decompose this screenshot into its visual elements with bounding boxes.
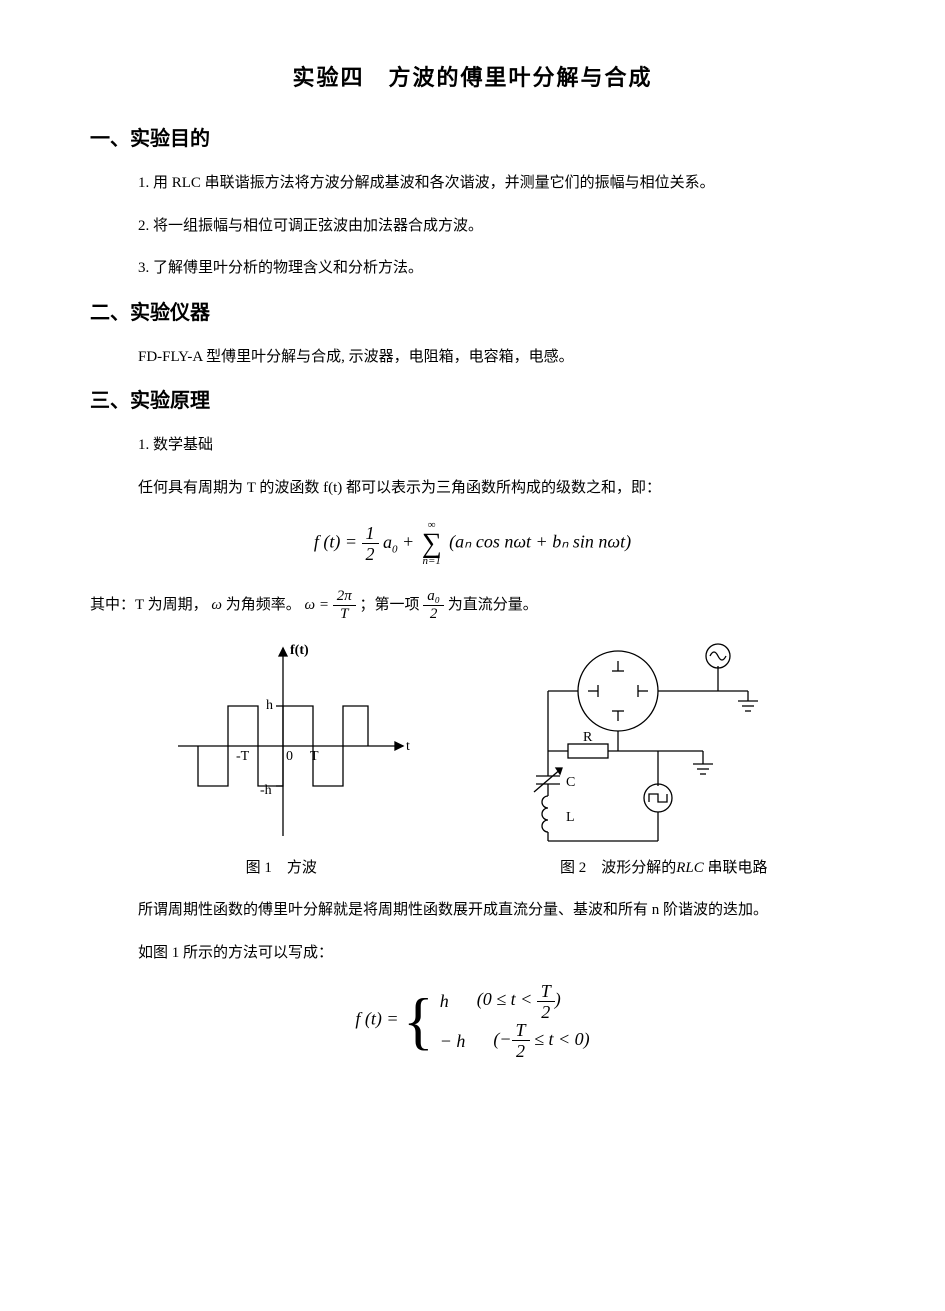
omega-eq-lhs: ω = (305, 597, 333, 613)
where-pre1: 其中：T 为周期， (90, 597, 208, 613)
label-R: R (583, 730, 593, 745)
a0-sub: 0 (392, 544, 398, 556)
fig1-caption: 图 1 方波 (90, 856, 473, 880)
as-shown-text: 如图 1 所示的方法可以写成： (90, 939, 855, 968)
case1-condition: (0 ≤ t < T2) (477, 981, 561, 1020)
brace-wrap: { h (0 ≤ t < T2) − h (−T2 ≤ t < 0) (403, 981, 590, 1060)
where-pre2: 为角频率。 (226, 597, 301, 613)
case1-frac: T2 (537, 982, 555, 1021)
fourier-series-formula: f (t) = 1 2 a0 + ∞ ∑ n=1 (aₙ cos nωt + b… (90, 520, 855, 567)
label-zero: 0 (286, 749, 293, 764)
a0-sym: a (383, 532, 392, 552)
objective-1: 1. 用 RLC 串联谐振方法将方波分解成基波和各次谐波，并测量它们的振幅与相位… (138, 169, 855, 198)
half-den: 2 (362, 543, 379, 563)
dc-frac-den: 2 (423, 605, 444, 622)
piecewise-formula: f (t) = { h (0 ≤ t < T2) − h (−T2 ≤ t < … (90, 981, 855, 1060)
objective-2: 2. 将一组振幅与相位可调正弦波由加法器合成方波。 (138, 212, 855, 241)
case-row-2: − h (−T2 ≤ t < 0) (440, 1021, 590, 1060)
fig2-caption-rlc: RLC (676, 860, 704, 876)
axis-y-label: f(t) (290, 643, 309, 658)
fig2-caption: 图 2 波形分解的RLC 串联电路 (473, 856, 856, 880)
where-pre3: ；第一项 (360, 597, 420, 613)
piecewise-lhs: f (t) = (355, 1009, 403, 1029)
dc-frac-num: a₀ (423, 589, 444, 605)
label-L: L (566, 810, 575, 825)
document-title: 实验四 方波的傅里叶分解与合成 (90, 60, 855, 95)
axis-x-label: t (406, 739, 410, 754)
case2-cond-pre: (− (493, 1029, 511, 1049)
omega-symbol: ω (211, 597, 222, 613)
where-pre4: 为直流分量。 (448, 597, 538, 613)
section-1-heading: 一、实验目的 (90, 123, 855, 155)
sum-bottom: n=1 (422, 556, 442, 567)
figure-captions: 图 1 方波 图 2 波形分解的RLC 串联电路 (90, 856, 855, 880)
principle-intro: 任何具有周期为 T 的波函数 f(t) 都可以表示为三角函数所构成的级数之和，即… (138, 474, 855, 503)
sum-body: (aₙ cos nωt + bₙ sin nωt) (449, 532, 631, 552)
left-brace-icon: { (403, 989, 434, 1053)
label-minus-T: -T (236, 749, 250, 764)
instruments-text: FD-FLY-A 型傅里叶分解与合成, 示波器，电阻箱，电容箱，电感。 (138, 343, 855, 372)
plus-sign: + (402, 532, 419, 552)
dc-fraction: a₀ 2 (423, 589, 444, 622)
cases-block: h (0 ≤ t < T2) − h (−T2 ≤ t < 0) (440, 981, 590, 1060)
formula-lhs: f (t) = (314, 532, 357, 552)
a0-term: a0 (383, 532, 398, 552)
case2-condition: (−T2 ≤ t < 0) (493, 1021, 589, 1060)
case2-frac: T2 (512, 1021, 530, 1060)
case-row-1: h (0 ≤ t < T2) (440, 981, 590, 1020)
label-minus-h: -h (260, 783, 272, 798)
half-fraction: 1 2 (362, 524, 379, 563)
case1-frac-den: 2 (537, 1001, 555, 1021)
label-h: h (266, 698, 273, 713)
omega-frac-num: 2π (333, 589, 356, 605)
fourier-decomposition-text: 所谓周期性函数的傅里叶分解就是将周期性函数展开成直流分量、基波和所有 n 阶谐波… (90, 896, 855, 925)
where-clause: 其中：T 为周期， ω 为角频率。 ω = 2π T ；第一项 a₀ 2 为直流… (90, 589, 855, 622)
case1-cond-post: ) (555, 989, 561, 1009)
square-wave-figure: f(t) t h -h 0 T -T (158, 636, 418, 846)
omega-fraction: 2π T (333, 589, 356, 622)
sigma-symbol: ∑ (422, 531, 442, 556)
section-3-heading: 三、实验原理 (90, 385, 855, 417)
case2-frac-den: 2 (512, 1040, 530, 1060)
case1-value: h (440, 983, 449, 1019)
case2-value: − h (440, 1023, 466, 1059)
figures-row: f(t) t h -h 0 T -T (90, 636, 855, 846)
objective-3: 3. 了解傅里叶分析的物理含义和分析方法。 (138, 254, 855, 283)
case1-frac-num: T (537, 982, 555, 1001)
omega-frac-den: T (333, 605, 356, 622)
fig2-caption-post: 串联电路 (704, 860, 768, 876)
half-num: 1 (362, 524, 379, 543)
case1-cond-pre: (0 ≤ t < (477, 989, 537, 1009)
case2-frac-num: T (512, 1021, 530, 1040)
case2-cond-post: ≤ t < 0) (530, 1029, 590, 1049)
label-C: C (566, 775, 575, 790)
summation-icon: ∞ ∑ n=1 (422, 520, 442, 567)
section-2-heading: 二、实验仪器 (90, 297, 855, 329)
principle-sub-1: 1. 数学基础 (138, 431, 855, 460)
rlc-circuit-figure: R C L (488, 636, 788, 846)
fig2-caption-pre: 图 2 波形分解的 (560, 860, 676, 876)
label-T: T (310, 749, 319, 764)
